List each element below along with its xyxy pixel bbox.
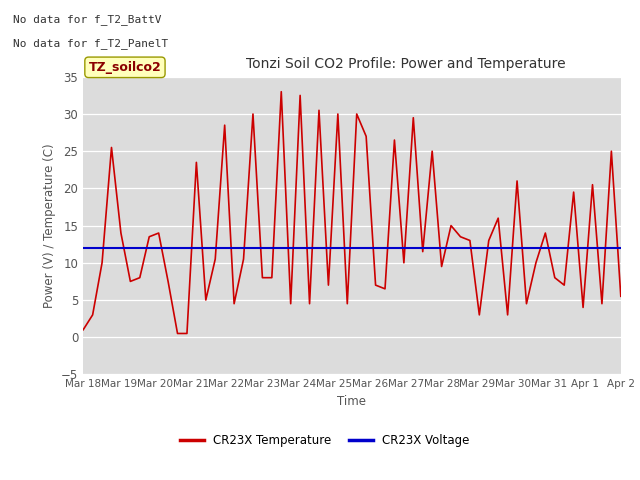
Text: No data for f_T2_PanelT: No data for f_T2_PanelT (13, 38, 168, 49)
Text: No data for f_T2_BattV: No data for f_T2_BattV (13, 14, 161, 25)
Text: TZ_soilco2: TZ_soilco2 (88, 61, 161, 74)
Title: Tonzi Soil CO2 Profile: Power and Temperature: Tonzi Soil CO2 Profile: Power and Temper… (246, 58, 566, 72)
Legend: CR23X Temperature, CR23X Voltage: CR23X Temperature, CR23X Voltage (175, 430, 475, 452)
Y-axis label: Power (V) / Temperature (C): Power (V) / Temperature (C) (42, 144, 56, 308)
X-axis label: Time: Time (337, 395, 367, 408)
